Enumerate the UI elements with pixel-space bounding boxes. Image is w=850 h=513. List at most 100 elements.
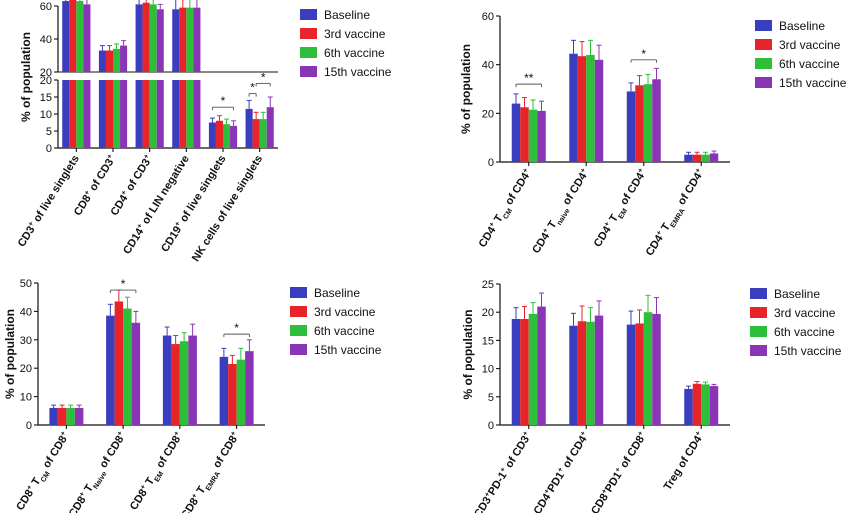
x-tick-label: CD4+ TEM of CD4+ — [591, 167, 652, 251]
y-tick-label: 20 — [40, 75, 52, 87]
bar — [626, 91, 636, 162]
bar — [643, 84, 653, 162]
legend-swatch — [750, 307, 767, 318]
legend-swatch — [290, 344, 307, 355]
y-tick-label: 20 — [20, 363, 32, 375]
y-tick-label: 10 — [20, 392, 32, 404]
bar — [577, 56, 587, 162]
legend: Baseline 3rd vaccine 6th vaccine 15th vacci… — [755, 19, 847, 90]
y-tick-label: 0 — [26, 420, 32, 432]
bar — [230, 125, 238, 148]
bar — [120, 45, 128, 72]
y-tick-label: 20 — [482, 108, 494, 120]
legend-swatch — [300, 28, 317, 39]
legend-label: Baseline — [774, 287, 820, 301]
bar — [113, 48, 121, 72]
y-tick-label: 20 — [40, 67, 52, 79]
bar — [106, 315, 115, 425]
bar — [120, 80, 128, 148]
bar — [142, 2, 150, 73]
legend-swatch — [300, 9, 317, 20]
bar — [692, 154, 702, 162]
bar — [66, 407, 75, 425]
y-tick-label: 60 — [40, 1, 52, 13]
significance-label: * — [234, 321, 239, 335]
y-tick-label: 25 — [482, 279, 494, 291]
x-tick-label: CD4+PD1+ of CD4+ — [531, 430, 592, 513]
bar — [652, 79, 661, 162]
bar — [162, 335, 172, 425]
bar — [179, 341, 189, 425]
bar — [74, 407, 84, 425]
y-tick-label: 10 — [40, 109, 52, 121]
bar — [98, 50, 106, 72]
bar — [76, 80, 84, 148]
legend-label: 3rd vaccine — [314, 305, 376, 319]
bar — [105, 80, 113, 148]
legend: Baseline 3rd vaccine 6th vaccine 15th vacci… — [750, 287, 842, 358]
chart-panel-bottom-left: 0 10 20 30 40 50 % of population CD8+ TCM of CD… — [3, 277, 382, 513]
legend-label: 3rd vaccine — [774, 306, 836, 320]
bar — [105, 50, 113, 72]
bar — [172, 80, 180, 148]
legend-label: 15th vaccine — [779, 76, 847, 90]
legend-label: 3rd vaccine — [324, 27, 386, 41]
bar — [156, 80, 164, 148]
y-tick-label: 15 — [40, 92, 52, 104]
bar — [537, 110, 546, 162]
y-tick-label: 60 — [482, 11, 494, 23]
bar — [701, 384, 710, 425]
bar — [69, 80, 77, 148]
bar — [537, 306, 546, 425]
bar — [586, 54, 595, 162]
bar — [709, 153, 719, 162]
y-axis-label: % of population — [19, 32, 33, 122]
significance-label: * — [121, 277, 126, 291]
x-tick-label: CD19+ of live singlets — [158, 153, 228, 255]
bar — [528, 313, 538, 425]
legend: Baseline 3rd vaccine 6th vaccine 15th vacci… — [290, 286, 382, 357]
x-tick-label: Treg of CD4+ — [661, 430, 707, 493]
bar — [252, 119, 260, 148]
bar — [511, 318, 521, 425]
bar — [49, 407, 58, 425]
bar — [259, 119, 267, 148]
y-tick-label: 10 — [482, 364, 494, 376]
y-axis-label: % of population — [459, 44, 473, 134]
bar — [236, 359, 246, 425]
bar — [709, 386, 719, 425]
bar — [114, 301, 124, 425]
y-tick-label: 5 — [46, 126, 52, 138]
bar — [62, 1, 70, 72]
bar — [569, 325, 578, 425]
bar — [171, 344, 180, 425]
legend-swatch — [755, 58, 772, 69]
x-tick-label: CD8+ TNaive of CD8+ — [66, 430, 131, 513]
x-tick-label: CD14+ of LIN negative — [120, 153, 192, 257]
bar — [149, 80, 157, 148]
bar — [569, 53, 578, 162]
legend-swatch — [750, 288, 767, 299]
legend-label: Baseline — [779, 19, 825, 33]
bar — [577, 321, 587, 425]
x-tick-label: CD8+ TEMRA of CD8+ — [178, 430, 244, 513]
bar — [528, 109, 538, 162]
x-tick-label: CD4+ TCM of CD4+ — [476, 167, 537, 252]
y-tick-label: 40 — [40, 34, 52, 46]
bar — [113, 80, 121, 148]
bar — [520, 318, 529, 425]
bar — [643, 312, 653, 425]
bar — [692, 383, 702, 425]
bar — [245, 108, 253, 148]
bar — [635, 85, 644, 162]
bar — [179, 80, 187, 148]
y-tick-label: 0 — [488, 157, 494, 169]
significance-label: * — [250, 81, 255, 95]
y-tick-label: 5 — [488, 392, 494, 404]
bar — [188, 335, 197, 425]
y-axis-label: % of population — [3, 309, 17, 399]
chart-panel-top-left: 20 40 60 0 5 10 15 20 % of population CD3+ of liv… — [16, 0, 392, 264]
bar — [131, 322, 141, 425]
legend-label: 15th vaccine — [314, 343, 382, 357]
